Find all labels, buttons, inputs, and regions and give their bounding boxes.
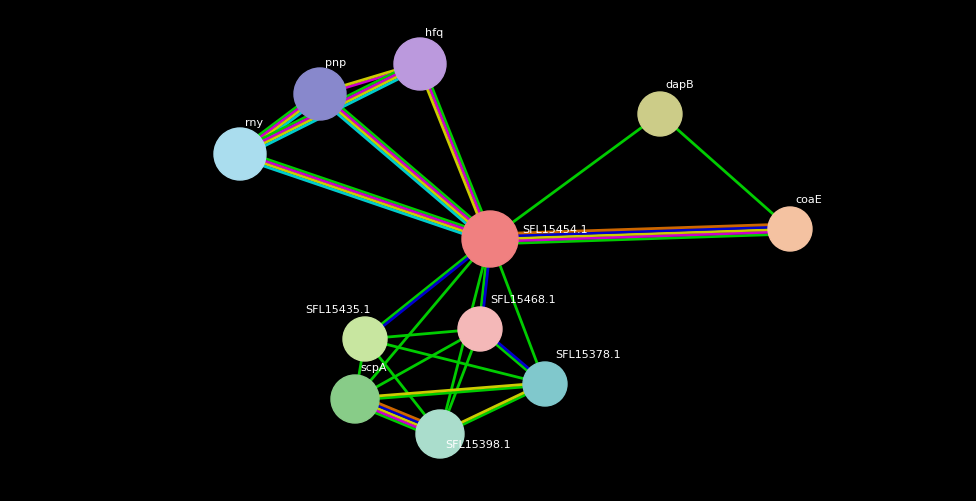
Circle shape xyxy=(294,69,346,121)
Text: SFL15435.1: SFL15435.1 xyxy=(305,305,371,314)
Text: scpA: scpA xyxy=(360,362,386,372)
Circle shape xyxy=(343,317,387,361)
Circle shape xyxy=(331,375,379,423)
Text: SFL15378.1: SFL15378.1 xyxy=(555,349,621,359)
Text: SFL15468.1: SFL15468.1 xyxy=(490,295,555,305)
Text: SFL15398.1: SFL15398.1 xyxy=(445,439,510,449)
Text: rny: rny xyxy=(245,118,264,128)
Circle shape xyxy=(638,93,682,137)
Circle shape xyxy=(523,362,567,406)
Text: coaE: coaE xyxy=(795,194,822,204)
Circle shape xyxy=(416,410,464,458)
Text: dapB: dapB xyxy=(665,80,694,90)
Circle shape xyxy=(462,211,518,268)
Circle shape xyxy=(394,39,446,91)
Text: pnp: pnp xyxy=(325,58,346,68)
Text: SFL15454.1: SFL15454.1 xyxy=(522,224,588,234)
Circle shape xyxy=(458,308,502,351)
Circle shape xyxy=(768,207,812,252)
Text: hfq: hfq xyxy=(425,28,443,38)
Circle shape xyxy=(214,129,266,181)
